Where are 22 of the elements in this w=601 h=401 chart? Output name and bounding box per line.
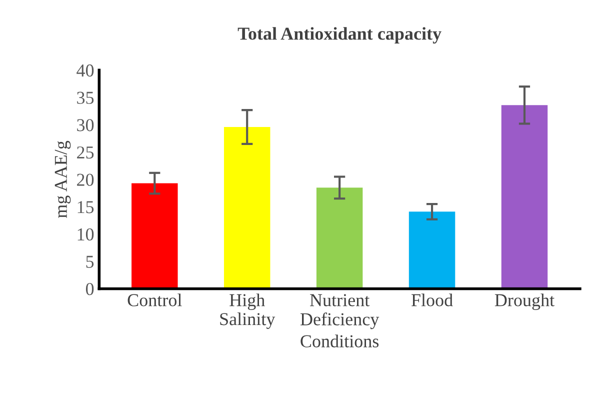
bar (408, 212, 456, 289)
chart-title: Total Antioxidant capacity (238, 27, 442, 44)
x-axis-title: Conditions (300, 334, 379, 348)
y-tick-label: 20 (77, 174, 94, 186)
y-tick-label: 40 (76, 64, 94, 77)
bar (501, 105, 548, 289)
bar (316, 188, 363, 289)
x-tick-label: Drought (494, 294, 554, 310)
y-tick-label: 35 (77, 92, 94, 104)
bar (132, 183, 178, 289)
y-tick-label: 5 (86, 256, 94, 268)
x-tick-label: Control (128, 294, 182, 306)
y-tick-label: 15 (78, 201, 94, 214)
x-tick-label: High Salinity (220, 294, 276, 329)
x-tick-label: Nutrient Deficiency (300, 294, 380, 330)
y-tick-label: 30 (77, 119, 94, 132)
bar (224, 126, 270, 289)
y-tick-label: 0 (86, 282, 94, 296)
y-axis-title: mg AAE/g (54, 140, 71, 218)
y-tick-label: 25 (77, 146, 94, 159)
y-tick-label: 10 (78, 228, 94, 241)
x-tick-label: Flood (411, 294, 453, 306)
